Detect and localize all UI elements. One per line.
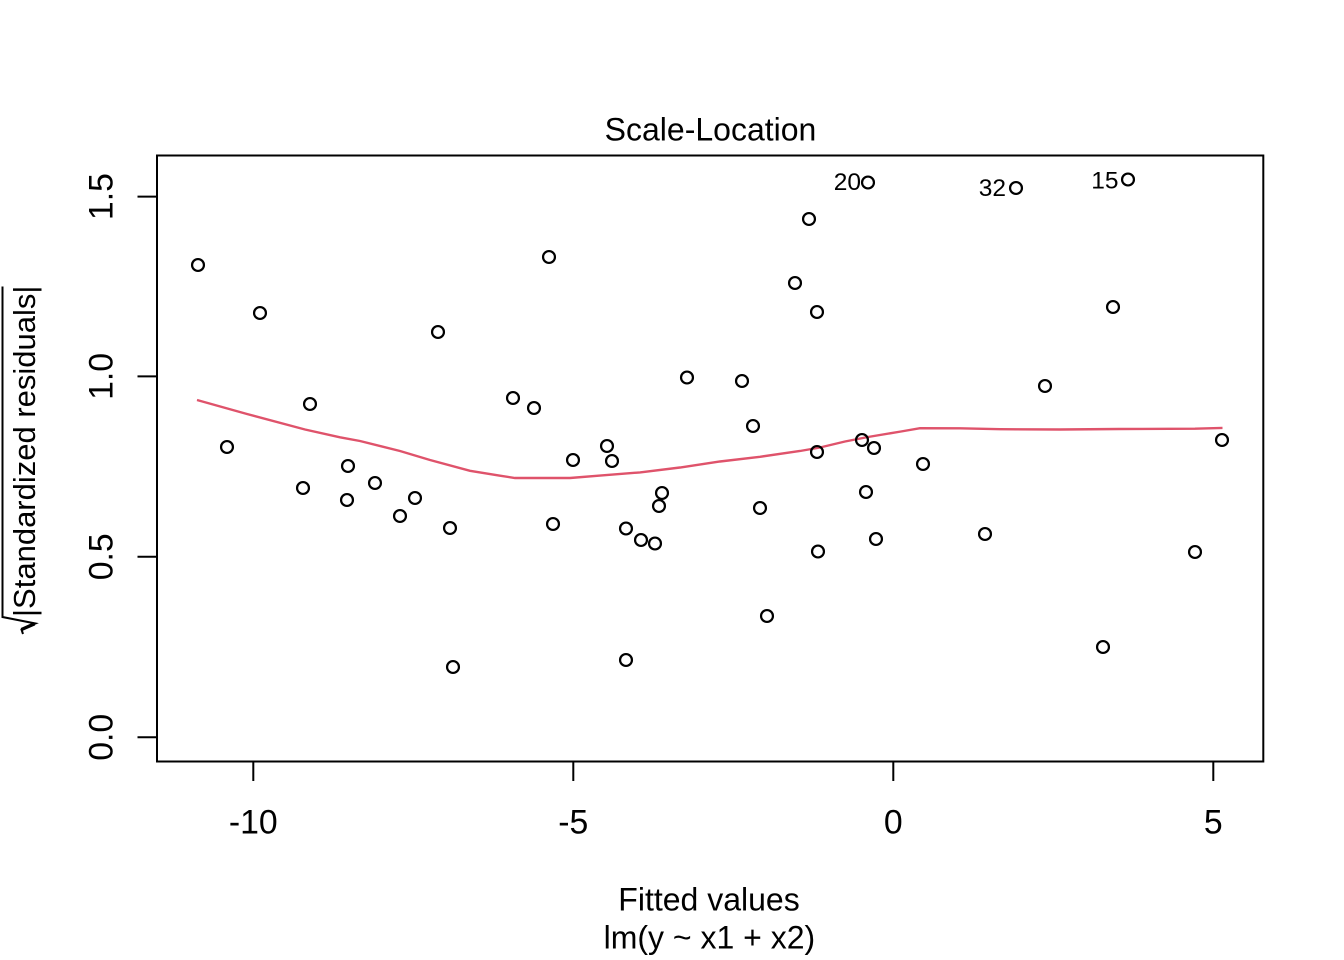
svg-text:15: 15 (1091, 167, 1118, 194)
svg-text:32: 32 (979, 175, 1006, 202)
svg-text:5: 5 (1204, 804, 1223, 842)
svg-text:-5: -5 (558, 804, 588, 842)
svg-text:-10: -10 (229, 804, 278, 842)
svg-text:1.0: 1.0 (83, 353, 121, 400)
svg-text:0.5: 0.5 (83, 533, 121, 580)
svg-text:|Standardized residuals|: |Standardized residuals| (7, 286, 42, 617)
svg-text:20: 20 (834, 169, 861, 196)
svg-text:0.0: 0.0 (83, 714, 121, 761)
svg-text:1.5: 1.5 (83, 173, 121, 220)
svg-text:lm(y ~ x1 + x2): lm(y ~ x1 + x2) (604, 920, 816, 956)
svg-text:Scale-Location: Scale-Location (605, 112, 817, 148)
svg-text:Fitted values: Fitted values (618, 881, 799, 917)
svg-text:0: 0 (884, 804, 903, 842)
